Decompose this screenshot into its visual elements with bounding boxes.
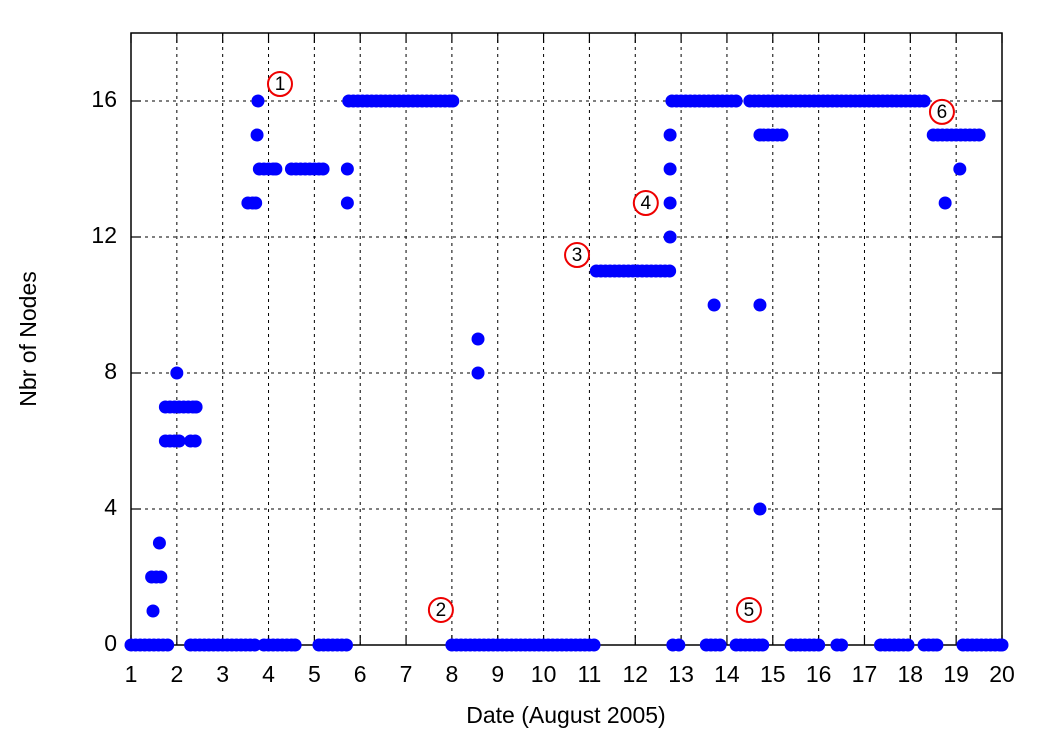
data-point [170, 366, 184, 380]
data-point [663, 128, 677, 142]
data-point [248, 638, 262, 652]
data-point [154, 570, 168, 584]
data-point [249, 196, 263, 210]
data-point [340, 162, 354, 176]
data-point [269, 162, 283, 176]
y-tick-label: 0 [104, 630, 117, 656]
annotation-circle [928, 98, 955, 125]
data-point [663, 162, 677, 176]
annotation-circle [564, 242, 591, 269]
y-axis-label: Nbr of Nodes [15, 271, 41, 407]
annotation-circle [266, 71, 293, 97]
x-tick-label: 18 [898, 661, 924, 687]
data-point [251, 94, 265, 108]
data-point [250, 128, 264, 142]
data-point [316, 162, 330, 176]
annotation-label: 5 [744, 600, 755, 621]
x-tick-label: 1 [125, 661, 138, 687]
data-point [340, 196, 354, 210]
data-point [753, 298, 767, 312]
data-point [972, 128, 986, 142]
y-tick-label: 4 [104, 494, 117, 520]
y-tick-label: 8 [104, 358, 117, 384]
x-tick-label: 15 [760, 661, 786, 687]
data-point [152, 536, 166, 550]
x-tick-label: 2 [170, 661, 183, 687]
data-point [835, 638, 849, 652]
x-axis-label: Date (August 2005) [466, 702, 665, 728]
x-tick-label: 4 [262, 661, 275, 687]
data-point [663, 230, 677, 244]
annotation-label: 3 [572, 245, 583, 266]
data-point [917, 94, 931, 108]
x-tick-label: 3 [216, 661, 229, 687]
data-point [188, 434, 202, 448]
x-tick-label: 10 [531, 661, 557, 687]
annotation-label: 1 [275, 74, 286, 95]
data-point [172, 434, 186, 448]
annotation-label: 4 [641, 193, 652, 214]
x-tick-label: 17 [852, 661, 878, 687]
data-point [161, 638, 175, 652]
annotation-circle [427, 596, 454, 623]
data-point [672, 638, 686, 652]
data-point [930, 638, 944, 652]
x-tick-label: 20 [989, 661, 1015, 687]
x-tick-label: 8 [445, 661, 458, 687]
data-point [775, 128, 789, 142]
data-point [812, 638, 826, 652]
x-tick-label: 14 [714, 661, 740, 687]
x-tick-label: 13 [668, 661, 694, 687]
data-point [901, 638, 915, 652]
data-point [189, 400, 203, 414]
annotation-label: 2 [436, 600, 447, 621]
x-tick-label: 7 [400, 661, 413, 687]
annotation-circle [632, 190, 659, 216]
x-tick-label: 5 [308, 661, 321, 687]
data-point [446, 94, 460, 108]
y-tick-label: 12 [91, 222, 117, 248]
y-tick-label: 16 [91, 86, 117, 112]
data-point [707, 298, 721, 312]
data-point [471, 332, 485, 346]
plot-frame [130, 32, 1003, 646]
x-tick-label: 6 [354, 661, 367, 687]
annotation-label: 6 [937, 102, 948, 123]
data-point [995, 638, 1009, 652]
data-point [663, 196, 677, 210]
x-tick-label: 9 [491, 661, 504, 687]
data-point [587, 638, 601, 652]
data-point [146, 604, 160, 618]
data-point [729, 94, 743, 108]
annotation-circle [735, 596, 762, 623]
x-tick-label: 11 [577, 661, 601, 687]
data-point [713, 638, 727, 652]
data-point [938, 196, 952, 210]
data-point [953, 162, 967, 176]
x-tick-label: 16 [806, 661, 832, 687]
x-tick-label: 19 [943, 661, 969, 687]
data-point [663, 264, 677, 278]
data-point [471, 366, 485, 380]
data-point [753, 502, 767, 516]
data-point [756, 638, 770, 652]
data-point [288, 638, 302, 652]
x-tick-label: 12 [622, 661, 648, 687]
data-point [339, 638, 353, 652]
